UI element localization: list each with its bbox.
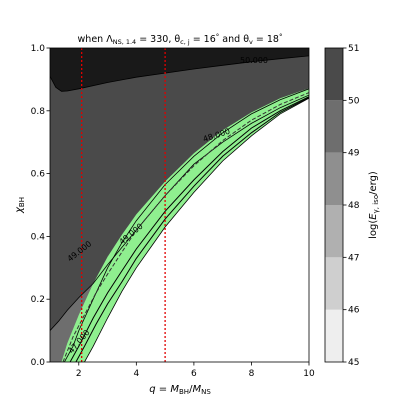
y-axis: 0.0 0.2 0.4 0.6 0.8 1.0 χBH [14, 44, 50, 368]
colorbar: 45 46 47 48 49 50 51 log(Eγ, iso/erg) [324, 44, 380, 368]
band-below-47 [84, 98, 309, 362]
colorbar-segment [325, 152, 343, 205]
y-tick-label: 0.6 [31, 170, 46, 180]
colorbar-tick-label: 51 [348, 44, 359, 54]
x-axis-label: q = MBH/MNS [149, 384, 211, 396]
colorbar-tick-label: 47 [348, 253, 359, 263]
band-50-51 [50, 48, 309, 92]
colorbar-segment [325, 257, 343, 310]
x-axis: 2 4 6 8 10 q = MBH/MNS [76, 362, 315, 396]
chart-title: when ΛNS, 1.4 = 330, θc, j = 16° and θv … [78, 33, 283, 46]
x-tick-label: 2 [76, 369, 82, 379]
x-tick-label: 6 [191, 369, 197, 379]
colorbar-tick-label: 48 [348, 201, 360, 211]
contour-label-50: 50.000 [240, 56, 268, 65]
y-tick-label: 0.4 [31, 232, 46, 242]
plot-frame [49, 47, 310, 363]
colorbar-segment [325, 205, 343, 258]
x-tick-label: 4 [133, 369, 139, 379]
y-tick-label: 0.0 [31, 358, 46, 368]
colorbar-tick-label: 46 [348, 306, 360, 316]
y-tick-label: 0.2 [31, 295, 45, 305]
highlight-solid-line-2 [75, 97, 309, 362]
contour-line-47 [84, 97, 309, 362]
colorbar-tick-label: 49 [348, 149, 360, 159]
x-tick-label: 10 [303, 369, 315, 379]
y-tick-label: 0.8 [31, 107, 46, 117]
colorbar-segment [325, 100, 343, 153]
contour-line-48 [64, 88, 309, 362]
highlight-solid-line-1 [69, 96, 309, 362]
x-tick-label: 8 [249, 369, 255, 379]
contour-plot-area: 50.000 49.000 49.000 48.000 47.000 [50, 48, 309, 362]
colorbar-tick-label: 50 [348, 96, 360, 106]
colorbar-label: log(Eγ, iso/erg) [368, 171, 380, 239]
contour-line-49 [50, 94, 309, 331]
colorbar-segment [325, 309, 343, 362]
contour-line-50 [50, 55, 309, 92]
colorbar-tick-label: 45 [348, 358, 359, 368]
highlight-dashed-line [62, 92, 309, 362]
y-tick-label: 1.0 [31, 44, 46, 54]
colorbar-segment [325, 48, 343, 101]
y-axis-label: χBH [14, 197, 26, 214]
